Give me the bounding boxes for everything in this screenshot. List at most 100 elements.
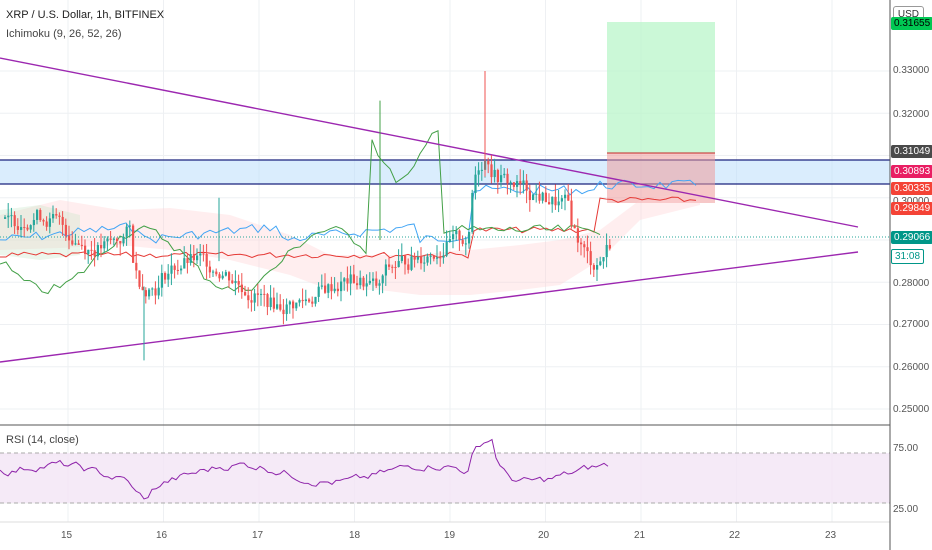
candle-body bbox=[68, 235, 71, 241]
candle-body bbox=[45, 221, 48, 227]
candle-body bbox=[77, 243, 80, 245]
candle-body bbox=[224, 272, 227, 276]
candle-body bbox=[455, 230, 458, 235]
candle-body bbox=[135, 262, 138, 271]
rsi-tick: 25.00 bbox=[893, 504, 919, 515]
rsi-line bbox=[0, 438, 609, 500]
last-price-badge: 0.29066 bbox=[891, 231, 932, 244]
candle-body bbox=[144, 290, 147, 297]
candle-body bbox=[263, 293, 266, 295]
candle-body bbox=[471, 192, 474, 232]
candle-body bbox=[64, 224, 67, 236]
candle-body bbox=[468, 231, 471, 244]
candle-body bbox=[461, 239, 464, 244]
candle-body bbox=[208, 266, 211, 273]
rsi-label[interactable]: RSI (14, close) bbox=[6, 434, 79, 446]
candle-body bbox=[349, 274, 352, 284]
ichimoku-cloud bbox=[470, 190, 700, 295]
candle-body bbox=[205, 253, 208, 267]
price-tick: 0.26000 bbox=[893, 362, 930, 373]
candle-body bbox=[48, 218, 51, 227]
time-label: 18 bbox=[349, 530, 361, 541]
price-tick: 0.27000 bbox=[893, 319, 930, 330]
candle-body bbox=[541, 192, 544, 201]
candle-body bbox=[189, 253, 192, 263]
candle-body bbox=[346, 278, 349, 284]
candle-body bbox=[557, 201, 560, 206]
candle-body bbox=[215, 271, 218, 275]
candle-body bbox=[567, 194, 570, 201]
grid bbox=[0, 0, 890, 522]
candle-body bbox=[301, 299, 304, 302]
candle-body bbox=[122, 236, 125, 244]
candle-body bbox=[340, 281, 343, 292]
candle-body bbox=[413, 256, 416, 260]
candle-body bbox=[500, 175, 503, 183]
candle-body bbox=[496, 169, 499, 183]
candle-body bbox=[228, 272, 231, 281]
candle-body bbox=[602, 257, 605, 262]
candle-body bbox=[266, 294, 269, 308]
candle-body bbox=[304, 299, 307, 302]
candle-body bbox=[528, 190, 531, 201]
candle-body bbox=[493, 169, 496, 178]
candle-body bbox=[39, 210, 42, 221]
candle-body bbox=[103, 241, 106, 249]
candle-body bbox=[384, 264, 387, 276]
candle-body bbox=[407, 264, 410, 270]
ichimoku-cloud bbox=[0, 205, 80, 260]
time-label: 20 bbox=[538, 530, 550, 541]
candle-body bbox=[458, 230, 461, 240]
candle-body bbox=[327, 284, 330, 293]
candle-body bbox=[544, 192, 547, 203]
candle-body bbox=[157, 287, 160, 296]
candle-body bbox=[167, 273, 170, 280]
candle-body bbox=[80, 244, 83, 246]
candle-body bbox=[109, 238, 112, 240]
candle-body bbox=[90, 249, 93, 251]
ichimoku-cloud bbox=[0, 200, 470, 295]
candle-body bbox=[599, 261, 602, 266]
candle-body bbox=[400, 255, 403, 262]
candle-body bbox=[84, 245, 87, 254]
candle-body bbox=[391, 266, 394, 268]
candle-body bbox=[509, 182, 512, 184]
price-tick: 0.28000 bbox=[893, 278, 930, 289]
candle-body bbox=[192, 253, 195, 261]
candle-body bbox=[551, 196, 554, 205]
candle-body bbox=[359, 277, 362, 286]
target-price-badge: 0.31655 bbox=[891, 17, 932, 30]
candle-body bbox=[333, 288, 336, 292]
candle-body bbox=[592, 265, 595, 270]
time-label: 19 bbox=[444, 530, 456, 541]
candle-body bbox=[295, 302, 298, 309]
candle-body bbox=[7, 215, 10, 218]
candle-body bbox=[589, 251, 592, 266]
candle-body bbox=[23, 227, 26, 229]
candle-body bbox=[71, 240, 74, 245]
candle-body bbox=[247, 295, 250, 301]
candle-body bbox=[388, 264, 391, 267]
price-tick: 0.25000 bbox=[893, 404, 930, 415]
candle-body bbox=[586, 247, 589, 252]
countdown-badge: 31:08 bbox=[891, 249, 925, 264]
candle-body bbox=[253, 293, 256, 303]
candle-body bbox=[52, 214, 55, 219]
candle-body bbox=[448, 239, 451, 243]
candle-body bbox=[170, 265, 173, 274]
candle-body bbox=[16, 226, 19, 230]
candle-body bbox=[132, 225, 135, 263]
candle-body bbox=[298, 299, 301, 303]
candle-body bbox=[148, 289, 151, 297]
candle-body bbox=[474, 174, 477, 193]
indicator-label[interactable]: Ichimoku (9, 26, 52, 26) bbox=[6, 28, 122, 40]
candle-body bbox=[138, 270, 141, 287]
time-label: 17 bbox=[252, 530, 264, 541]
candle-body bbox=[564, 194, 567, 199]
candle-body bbox=[362, 277, 365, 287]
candle-body bbox=[519, 181, 522, 184]
candle-body bbox=[375, 278, 378, 286]
candle-body bbox=[61, 216, 64, 225]
